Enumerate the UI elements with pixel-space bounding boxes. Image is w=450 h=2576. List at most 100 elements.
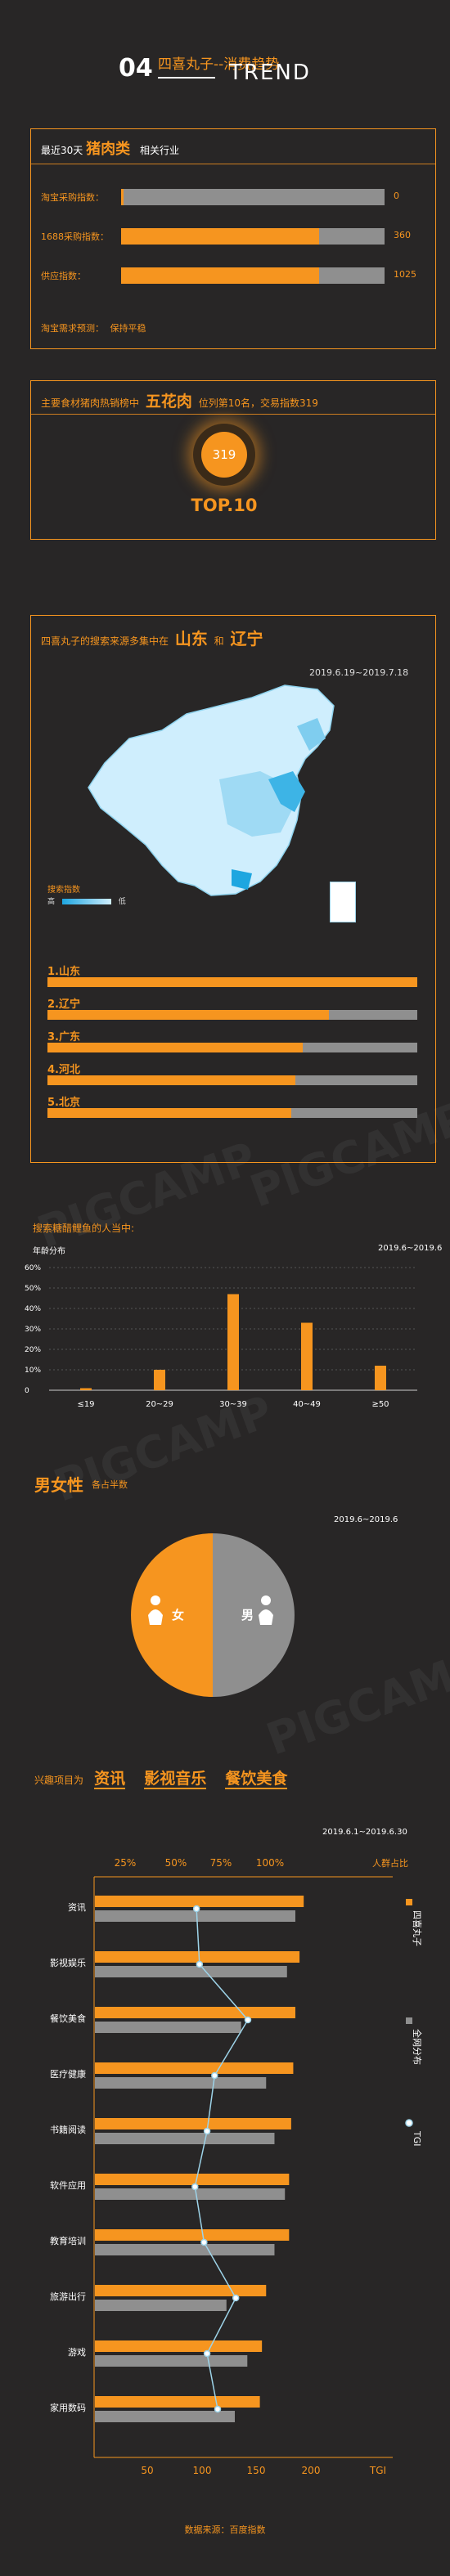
- tgi-point: [196, 1960, 204, 1968]
- china-map: [88, 684, 335, 896]
- interest-category: 影视娱乐: [50, 1957, 86, 1968]
- index-circle: 319: [201, 432, 247, 478]
- tgi-line: [194, 1908, 249, 2410]
- age-xtick: ≥50: [371, 1400, 389, 1409]
- gender-pie: 女男: [131, 1533, 295, 1697]
- age-subtitle: 年龄分布: [33, 1247, 65, 1256]
- bar-all: [95, 2355, 248, 2367]
- bottom-tick: 100: [193, 2465, 212, 2476]
- bar-sixi: [95, 2396, 260, 2408]
- legend-swatch: [406, 1899, 412, 1905]
- age-ytick: 30%: [25, 1326, 41, 1334]
- bar-sixi: [95, 2062, 294, 2074]
- industry-suffix: 相关行业: [139, 145, 179, 156]
- rank-label: 2.辽宁: [47, 999, 80, 1011]
- section-en-title: TREND: [229, 61, 311, 85]
- rank-bar-fill: [47, 1075, 295, 1085]
- ranking-prefix: 主要食材猪肉热销榜中: [41, 397, 140, 409]
- bottom-axis-label: TGI: [369, 2465, 386, 2476]
- rank-label: 4.河北: [47, 1064, 80, 1076]
- gender-title: 男女性: [34, 1475, 83, 1495]
- legend-label: TGI: [412, 2130, 422, 2147]
- age-xtick: ≤19: [77, 1400, 94, 1409]
- rank-bar-fill: [47, 1108, 292, 1118]
- index-label: 1688采购指数：: [41, 231, 109, 242]
- index-value: 0: [394, 191, 399, 201]
- bar-all: [95, 2411, 235, 2422]
- header-underline: [158, 77, 215, 79]
- ranking-header: 主要食材猪肉热销榜中 五花肉 位列第10名，交易指数319: [41, 389, 318, 411]
- age-ytick: 60%: [25, 1264, 41, 1272]
- data-source: 数据来源：百度指数: [184, 2524, 266, 2535]
- age-xtick: 40~49: [293, 1400, 321, 1409]
- female-icon: [151, 1595, 160, 1605]
- ranking-suffix: 位列第10名，交易指数319: [198, 397, 318, 409]
- interest-category: 餐饮美食: [50, 2013, 86, 2024]
- interest-category: 软件应用: [50, 2179, 86, 2191]
- rank-bar-fill: [47, 1043, 303, 1052]
- interest-date: 2019.6.1~2019.6.30: [322, 1828, 407, 1837]
- bar-sixi: [95, 2229, 290, 2241]
- top-tick: 50%: [165, 1857, 187, 1869]
- rank-label: 3.广东: [47, 1031, 80, 1043]
- bar-sixi: [95, 2285, 267, 2296]
- section-number: 04: [119, 54, 153, 83]
- tgi-point: [203, 2127, 211, 2135]
- top-tick: 75%: [210, 1857, 232, 1869]
- tgi-point: [203, 2349, 211, 2358]
- rank-bar-fill: [47, 1010, 329, 1020]
- legend-title: 搜索指数: [47, 886, 80, 895]
- age-ytick: 20%: [25, 1346, 41, 1354]
- region-header: 四喜丸子的搜索来源多集中在 山东 和 辽宁: [41, 626, 267, 649]
- region-province-2: 辽宁: [230, 629, 263, 648]
- age-bar: [375, 1366, 386, 1390]
- bar-all: [95, 2300, 227, 2311]
- age-bar: [301, 1322, 313, 1390]
- tgi-point: [191, 2183, 199, 2191]
- age-bar: [154, 1370, 165, 1390]
- forecast-value: 保持平稳: [110, 323, 146, 334]
- index-bar-fill: [121, 228, 319, 245]
- index-value: 1025: [394, 269, 416, 280]
- top-axis-label: 人群占比: [372, 1857, 408, 1869]
- age-xtick: 20~29: [146, 1400, 173, 1409]
- bar-all: [95, 2077, 267, 2089]
- interest-category: 旅游出行: [50, 2291, 86, 2302]
- legend-gradient: [61, 899, 111, 904]
- interest-item-1: 资讯: [94, 1770, 126, 1789]
- gender-date: 2019.6~2019.6: [334, 1515, 398, 1524]
- bar-sixi: [95, 2007, 295, 2018]
- index-label: 供应指数：: [41, 271, 86, 281]
- region-province-1: 山东: [174, 629, 208, 648]
- top-tick: 25%: [115, 1857, 137, 1869]
- bottom-tick: 150: [247, 2465, 266, 2476]
- pie-slice: [213, 1533, 295, 1697]
- region-card: 四喜丸子的搜索来源多集中在 山东 和 辽宁 2019.6.19~2019.7.1…: [30, 615, 436, 1163]
- bar-sixi: [95, 1896, 304, 1907]
- interest-prefix: 兴趣项目为: [34, 1775, 84, 1786]
- tgi-point: [200, 2238, 208, 2246]
- rank-label: 1.山东: [47, 966, 80, 978]
- age-bar: [80, 1388, 92, 1390]
- female-label: 女: [172, 1608, 184, 1622]
- interest-category: 医疗健康: [50, 2068, 86, 2080]
- index-value: 360: [394, 230, 411, 240]
- bar-all: [95, 1966, 287, 1977]
- age-ytick: 0: [25, 1387, 29, 1395]
- interest-category: 教育培训: [50, 2235, 86, 2246]
- bar-all: [95, 2188, 286, 2200]
- top-tick: 100%: [256, 1857, 284, 1869]
- interest-header: 兴趣项目为 资讯 影视音乐 餐饮美食: [34, 1766, 288, 1789]
- bar-sixi: [95, 2340, 263, 2352]
- index-bar-fill: [121, 189, 124, 205]
- index-label: 淘宝采购指数：: [41, 192, 104, 203]
- pie-slice: [131, 1533, 213, 1697]
- interest-category: 资讯: [68, 1902, 86, 1913]
- index-bar-track: [121, 189, 385, 205]
- forecast-label: 淘宝需求预测：: [41, 323, 104, 334]
- bottom-tick: 200: [302, 2465, 321, 2476]
- bar-all: [95, 2133, 275, 2144]
- interest-category: 游戏: [68, 2347, 86, 2358]
- gender-suffix: 各占半数: [92, 1479, 128, 1490]
- industry-header: 最近30天 猪肉类 相关行业: [41, 137, 179, 159]
